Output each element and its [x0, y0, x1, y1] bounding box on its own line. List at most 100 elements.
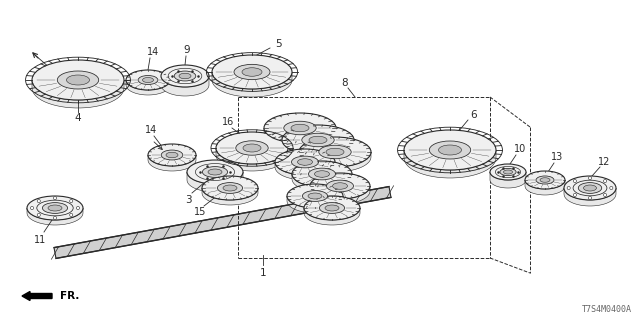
Circle shape: [588, 196, 591, 199]
Ellipse shape: [166, 152, 178, 158]
Ellipse shape: [202, 167, 228, 177]
Text: 1: 1: [260, 268, 266, 278]
Text: 12: 12: [598, 157, 610, 167]
Ellipse shape: [438, 145, 461, 155]
Ellipse shape: [291, 156, 319, 168]
Circle shape: [604, 180, 607, 183]
Circle shape: [573, 193, 577, 196]
Text: 10: 10: [514, 144, 526, 154]
Ellipse shape: [326, 148, 344, 156]
Polygon shape: [54, 187, 391, 259]
Ellipse shape: [500, 168, 516, 176]
Ellipse shape: [148, 144, 196, 166]
Ellipse shape: [32, 60, 124, 100]
Ellipse shape: [143, 77, 154, 83]
Ellipse shape: [309, 136, 327, 144]
Text: 16: 16: [222, 117, 234, 127]
Text: 4: 4: [75, 113, 81, 123]
Ellipse shape: [275, 149, 335, 175]
Circle shape: [37, 213, 40, 217]
Ellipse shape: [179, 73, 191, 79]
Polygon shape: [282, 140, 354, 160]
Ellipse shape: [308, 168, 335, 180]
Circle shape: [567, 187, 570, 189]
Ellipse shape: [291, 124, 309, 132]
Ellipse shape: [504, 170, 513, 174]
FancyArrow shape: [22, 292, 52, 300]
Circle shape: [573, 180, 577, 183]
Polygon shape: [275, 162, 335, 180]
Circle shape: [70, 213, 73, 217]
Polygon shape: [212, 72, 292, 97]
Polygon shape: [310, 186, 370, 204]
Text: 9: 9: [184, 45, 190, 55]
Ellipse shape: [319, 145, 351, 159]
Ellipse shape: [302, 133, 334, 147]
Circle shape: [31, 206, 34, 210]
Ellipse shape: [525, 171, 565, 189]
Ellipse shape: [202, 176, 258, 200]
Circle shape: [53, 196, 56, 200]
Text: 6: 6: [470, 110, 477, 120]
Polygon shape: [490, 172, 526, 188]
Circle shape: [588, 177, 591, 180]
Ellipse shape: [284, 121, 316, 135]
Circle shape: [37, 199, 40, 203]
Ellipse shape: [223, 185, 237, 191]
Ellipse shape: [236, 141, 268, 155]
Text: T7S4M0400A: T7S4M0400A: [582, 305, 632, 314]
Ellipse shape: [67, 75, 90, 85]
Ellipse shape: [302, 191, 328, 201]
Ellipse shape: [319, 203, 344, 213]
Ellipse shape: [161, 65, 209, 87]
Circle shape: [610, 187, 613, 189]
Ellipse shape: [429, 141, 470, 159]
Ellipse shape: [282, 125, 354, 155]
Ellipse shape: [584, 185, 596, 191]
Text: 8: 8: [342, 78, 348, 88]
Circle shape: [54, 216, 56, 220]
Ellipse shape: [299, 137, 371, 167]
Ellipse shape: [58, 71, 99, 89]
Polygon shape: [32, 80, 124, 108]
Circle shape: [76, 206, 79, 210]
Polygon shape: [202, 188, 258, 205]
Ellipse shape: [536, 176, 554, 184]
Ellipse shape: [310, 173, 370, 199]
Ellipse shape: [27, 196, 83, 220]
Ellipse shape: [208, 169, 222, 175]
Polygon shape: [27, 208, 83, 225]
Text: 14: 14: [147, 47, 159, 57]
Ellipse shape: [404, 130, 496, 170]
Ellipse shape: [325, 205, 339, 211]
Ellipse shape: [298, 159, 312, 165]
Ellipse shape: [490, 164, 526, 180]
Polygon shape: [564, 188, 616, 206]
Ellipse shape: [161, 150, 183, 160]
Polygon shape: [216, 148, 288, 171]
Ellipse shape: [242, 68, 262, 76]
Text: 13: 13: [551, 152, 563, 162]
Polygon shape: [404, 150, 496, 178]
Ellipse shape: [264, 113, 336, 143]
Text: 15: 15: [194, 207, 206, 217]
Polygon shape: [264, 128, 336, 148]
Text: FR.: FR.: [60, 291, 79, 301]
Text: 3: 3: [185, 195, 191, 205]
Ellipse shape: [218, 183, 243, 193]
Ellipse shape: [126, 70, 170, 90]
Ellipse shape: [48, 205, 62, 211]
Circle shape: [70, 199, 73, 203]
Polygon shape: [161, 76, 209, 96]
Polygon shape: [287, 196, 343, 213]
Ellipse shape: [314, 171, 330, 177]
Ellipse shape: [138, 76, 158, 84]
Ellipse shape: [174, 71, 196, 81]
Polygon shape: [187, 172, 243, 192]
Ellipse shape: [326, 180, 353, 192]
Ellipse shape: [333, 183, 348, 189]
Ellipse shape: [234, 64, 270, 80]
Ellipse shape: [243, 144, 261, 152]
Polygon shape: [525, 180, 565, 195]
Ellipse shape: [304, 196, 360, 220]
